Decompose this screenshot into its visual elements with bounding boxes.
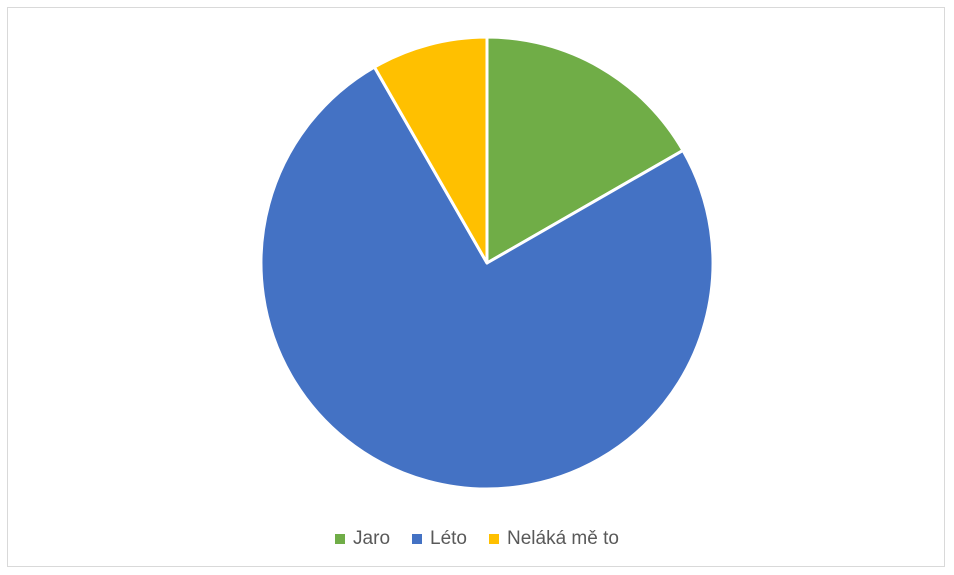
legend-label-leto: Léto: [430, 528, 467, 549]
pie-slice-leto: [259, 65, 715, 491]
legend-swatch-jaro: [335, 534, 346, 544]
legend-swatch-nelaka: [489, 534, 499, 544]
pie-slice-jaro: [485, 35, 685, 265]
pie-slice-nelaka: [372, 35, 489, 265]
legend-item-nelaka: Neláká mě to: [489, 528, 619, 550]
legend-label-jaro: Jaro: [353, 528, 391, 549]
legend-label-nelaka: Neláká mě to: [507, 528, 619, 549]
legend-item-jaro: Jaro: [335, 528, 390, 550]
legend-swatch-leto: [412, 534, 423, 544]
legend-item-leto: Léto: [412, 528, 467, 550]
chart-legend: Jaro Léto Neláká mě to: [0, 528, 954, 550]
